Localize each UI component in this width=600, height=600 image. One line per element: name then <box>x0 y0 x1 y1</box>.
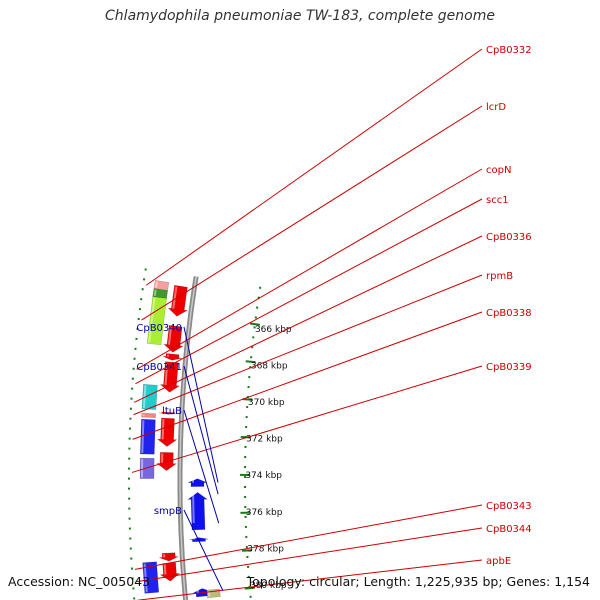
reverse-feature-arrow-highlight <box>192 493 195 524</box>
label-leader-line <box>145 48 483 286</box>
tick-mark <box>241 549 253 552</box>
gene-label-right: CpB0338 <box>486 308 532 319</box>
reverse-feature-arrow <box>187 478 208 487</box>
reverse-feature-arrow <box>189 537 209 543</box>
forward-feature-arrow <box>159 361 181 393</box>
gene-label-right: scc1 <box>486 195 509 206</box>
forward-feature-arrow <box>159 562 181 582</box>
label-leader-line <box>141 105 483 321</box>
category-feature-block-highlight <box>155 281 158 288</box>
tick-mark <box>245 360 256 364</box>
tick-label: 376 kbp <box>246 508 283 518</box>
accession-text: Accession: NC_005043 <box>8 574 151 589</box>
genome-summary-text: Topology: circular; Length: 1,225,935 bp… <box>246 574 590 589</box>
tick-label: 380 kbp <box>250 581 287 591</box>
tick-label: 378 kbp <box>247 544 284 554</box>
label-leader-line <box>134 504 483 570</box>
label-leader-line <box>136 168 483 370</box>
gene-label-right: apbE <box>486 556 511 567</box>
category-feature-block <box>141 383 158 410</box>
gene-label-left: smpB <box>154 506 182 517</box>
gene-label-left: CpB0341 <box>136 362 182 373</box>
gene-label-left: CpB0340 <box>136 323 182 334</box>
label-leader-line <box>135 527 483 583</box>
gene-label-right: CpB0336 <box>486 232 532 243</box>
forward-feature-arrow-highlight <box>163 564 167 575</box>
forward-feature-arrow <box>167 284 189 317</box>
label-leader-line <box>133 274 483 416</box>
genome-backbone-highlight <box>179 276 197 600</box>
category-feature-block-highlight <box>148 297 156 343</box>
tick-group: 366 kbp 368 kbp 370 kbp 372 kbp 374 kbp 376 k… <box>240 322 292 591</box>
category-feature-block-highlight <box>143 563 148 593</box>
gene-label-right: CpB0339 <box>486 362 532 373</box>
outer-dotted-guide <box>128 268 147 600</box>
reverse-feature-arrow <box>187 492 209 531</box>
category-feature-block-highlight <box>142 385 147 409</box>
forward-feature-arrow <box>158 411 178 415</box>
dotted-guides <box>128 268 262 600</box>
forward-feature-arrow <box>162 353 182 361</box>
label-leader-line <box>131 365 483 473</box>
category-feature-block-highlight <box>153 289 157 296</box>
tick-label: 370 kbp <box>248 398 285 408</box>
label-leader-line <box>137 559 483 600</box>
tick-label: 372 kbp <box>246 434 283 444</box>
category-feature-block <box>141 412 157 419</box>
category-feature-block-highlight <box>141 420 145 454</box>
label-group: CpB0332 lcrD copN scc1 CpB0336 rpmB CpB0338 CpB… <box>131 45 532 600</box>
backbone-group <box>177 276 199 600</box>
label-leader-line <box>183 365 219 495</box>
gene-label-left: ltuB <box>162 406 182 417</box>
tick-mark <box>249 322 261 326</box>
label-leader-line <box>183 326 219 483</box>
category-feature-block <box>142 561 160 594</box>
gene-label-right: rpmB <box>486 271 513 282</box>
tick-label: 366 kbp <box>255 325 292 335</box>
forward-feature-arrow-highlight <box>168 326 173 345</box>
label-leader-line <box>132 311 483 440</box>
gene-label-right: CpB0332 <box>486 45 532 56</box>
label-leader-line <box>134 235 483 403</box>
category-feature-block <box>139 418 156 455</box>
label-leader-line <box>183 409 220 524</box>
forward-feature-arrow-highlight <box>161 419 165 440</box>
tick-label: 374 kbp <box>245 471 282 481</box>
forward-feature-arrow-highlight <box>172 286 178 309</box>
gene-label-right: CpB0344 <box>486 524 532 535</box>
gene-label-right: lcrD <box>486 102 506 113</box>
gene-label-right: CpB0343 <box>486 501 532 512</box>
forward-feature-arrow <box>156 417 178 447</box>
tick-mark <box>244 586 255 590</box>
gene-label-right: copN <box>486 165 511 176</box>
figure-title: Chlamydophila pneumoniae TW-183, complet… <box>105 8 495 24</box>
tick-label: 368 kbp <box>251 361 288 371</box>
label-leader-line <box>135 198 483 385</box>
forward-feature-arrow <box>159 552 179 562</box>
category-feature-block <box>146 296 167 346</box>
label-leader-line <box>183 509 224 591</box>
